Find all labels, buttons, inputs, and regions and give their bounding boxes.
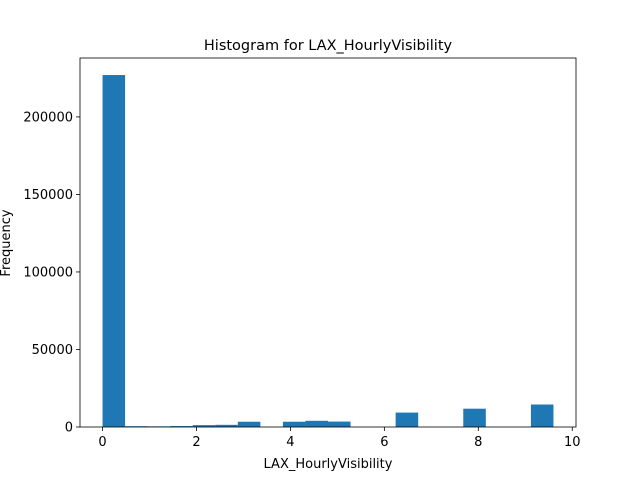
x-tick-label: 0 bbox=[98, 435, 106, 450]
x-tick-label: 4 bbox=[286, 435, 294, 450]
x-tick-label: 8 bbox=[474, 435, 482, 450]
y-tick-label: 100000 bbox=[23, 265, 73, 280]
histogram-bar-19 bbox=[530, 404, 554, 427]
chart-title: Histogram for LAX_HourlyVisibility bbox=[204, 38, 453, 54]
x-tick-label: 6 bbox=[380, 435, 388, 450]
histogram-bar-10 bbox=[328, 421, 351, 427]
histogram-bar-6 bbox=[237, 421, 261, 427]
x-axis-ticks: 0 2 4 6 8 10 bbox=[98, 427, 581, 450]
y-tick-label: 200000 bbox=[23, 110, 73, 125]
bars-group bbox=[102, 75, 554, 427]
histogram-bar-8 bbox=[282, 421, 306, 427]
histogram-bar-4 bbox=[192, 425, 216, 427]
plot-frame bbox=[79, 57, 577, 428]
x-axis-label: LAX_HourlyVisibility bbox=[264, 457, 393, 472]
y-tick-label: 150000 bbox=[23, 188, 73, 203]
histogram-bar-9 bbox=[305, 420, 328, 427]
y-axis-ticks: 0 50000 100000 150000 200000 bbox=[23, 110, 80, 436]
histogram-bar-3 bbox=[170, 426, 193, 427]
y-axis-label: Frequency bbox=[0, 209, 14, 276]
y-tick-label: 0 bbox=[65, 421, 73, 436]
x-tick-label: 10 bbox=[564, 435, 581, 450]
y-tick-label: 50000 bbox=[32, 343, 73, 358]
histogram-bar-0 bbox=[102, 75, 126, 427]
histogram-bar-16 bbox=[463, 408, 486, 427]
histogram-bar-5 bbox=[215, 424, 238, 427]
histogram-bar-13 bbox=[395, 412, 419, 427]
x-tick-label: 2 bbox=[192, 435, 200, 450]
